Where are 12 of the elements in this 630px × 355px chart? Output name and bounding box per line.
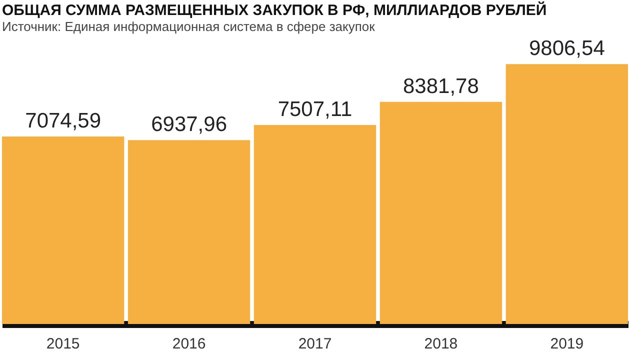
data-label: 6937,96 [151,113,228,136]
x-tick-label: 2015 [46,336,80,352]
data-label: 9806,54 [528,37,606,60]
data-label: 7074,59 [25,110,102,133]
x-tick-label: 2019 [550,336,584,352]
data-label: 8381,78 [402,74,479,98]
x-tick-label: 2016 [172,336,206,352]
chart-title: ОБЩАЯ СУММА РАЗМЕЩЕННЫХ ЗАКУПОК В РФ, МИЛЛИАРДОВ РУБЛЕЙ [2,1,547,20]
data-label: 7507,11 [278,98,352,122]
x-tick-label: 2018 [424,336,458,352]
text: Источник: Единая информационная система в сфере закупок [2,19,376,34]
x-tick-label: 2017 [298,336,332,352]
